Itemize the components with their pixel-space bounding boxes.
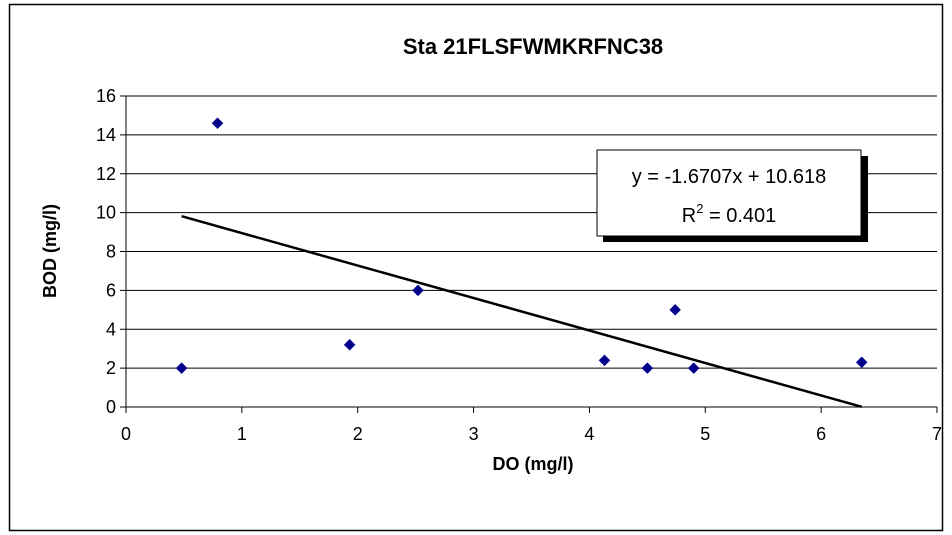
data-points xyxy=(175,117,868,374)
y-tick-label-6: 6 xyxy=(106,280,116,300)
r-squared-r: R xyxy=(682,205,696,227)
y-tick-label-16: 16 xyxy=(96,86,116,106)
data-point-9 xyxy=(855,356,868,369)
x-tick-label-4: 4 xyxy=(584,424,594,444)
y-tick-label-2: 2 xyxy=(106,358,116,378)
chart-title: Sta 21FLSFWMKRFNC38 xyxy=(403,34,663,59)
y-tick-label-0: 0 xyxy=(106,397,116,417)
equation-box-frame xyxy=(596,149,862,237)
data-point-4 xyxy=(412,284,424,297)
trendline xyxy=(181,214,863,409)
x-tick-label-2: 2 xyxy=(353,424,363,444)
data-point-2 xyxy=(211,117,224,130)
x-tick-label-6: 6 xyxy=(816,424,826,444)
y-tick-label-12: 12 xyxy=(96,164,116,184)
data-point-7 xyxy=(669,303,682,316)
x-tick-label-7: 7 xyxy=(932,424,942,444)
data-point-6 xyxy=(641,362,654,374)
trendline-layer xyxy=(181,214,863,409)
y-tick-label-14: 14 xyxy=(96,125,116,145)
equation-box: y = -1.6707x + 10.618 R2 = 0.401 xyxy=(596,149,868,242)
r-squared-value: = 0.401 xyxy=(703,205,776,227)
r-squared-superscript: 2 xyxy=(696,201,703,216)
axes xyxy=(120,95,938,413)
y-tick-label-10: 10 xyxy=(96,203,116,223)
y-tick-label-8: 8 xyxy=(106,242,116,262)
y-tick-labels: 0 2 4 6 8 10 12 14 16 xyxy=(96,86,116,417)
x-axis-label: DO (mg/l) xyxy=(493,454,574,474)
data-point-3 xyxy=(343,338,356,351)
trendline-equation: y = -1.6707x + 10.618 xyxy=(632,166,827,188)
x-tick-label-3: 3 xyxy=(469,424,479,444)
r-squared-label: R2 = 0.401 xyxy=(682,201,777,227)
x-tick-label-0: 0 xyxy=(121,424,131,444)
data-point-5 xyxy=(598,354,611,367)
x-tick-labels: 0 1 2 3 4 5 6 7 xyxy=(121,424,942,444)
data-point-1 xyxy=(175,362,188,374)
y-tick-label-4: 4 xyxy=(106,319,116,339)
x-tick-label-1: 1 xyxy=(237,424,247,444)
x-tick-label-5: 5 xyxy=(700,424,710,444)
y-axis-label: BOD (mg/l) xyxy=(40,204,60,298)
data-point-8 xyxy=(687,362,700,374)
